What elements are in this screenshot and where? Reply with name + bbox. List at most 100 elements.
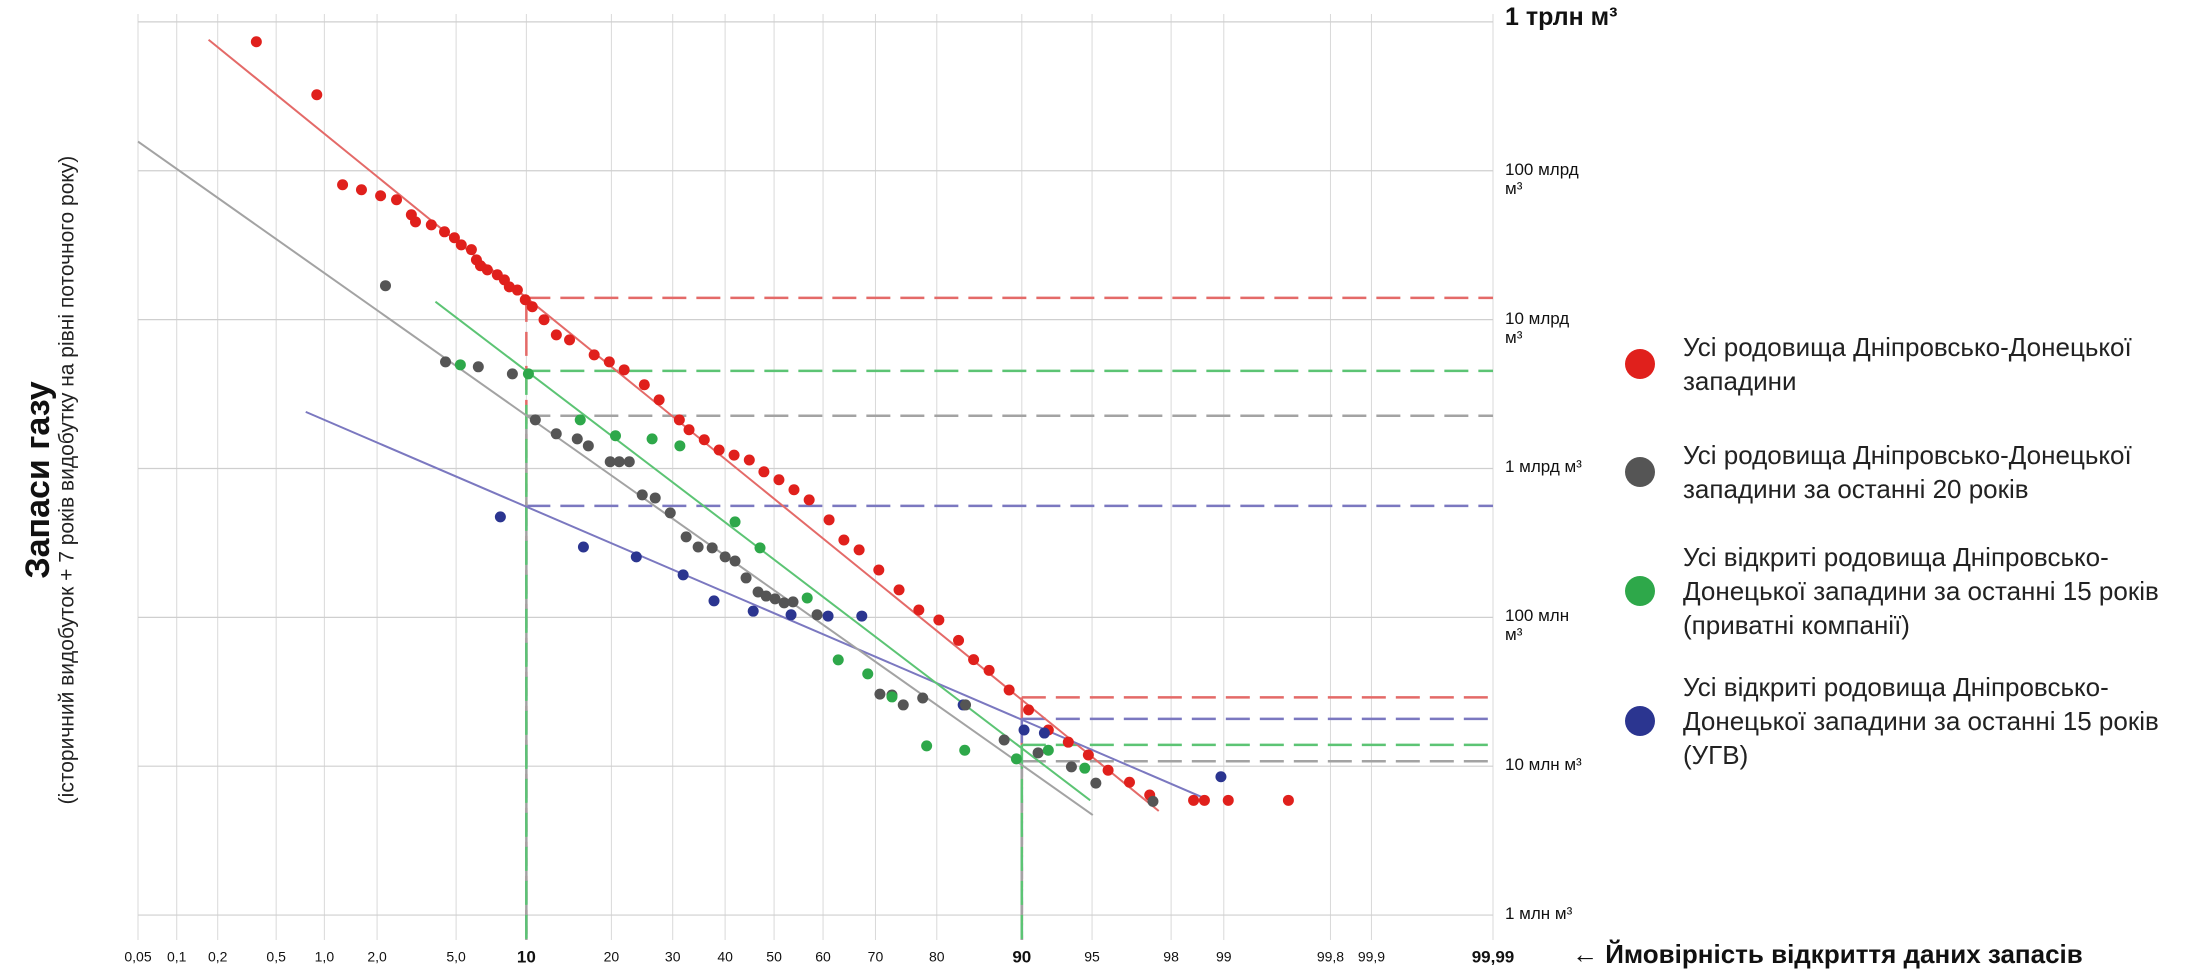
data-point bbox=[571, 433, 583, 445]
y-tick-label: 100 млрд м³ bbox=[1505, 159, 1579, 198]
data-point bbox=[649, 492, 661, 504]
data-point bbox=[773, 474, 785, 486]
legend-entry: Усі відкриті родовища Дніпровсько-Донець… bbox=[1625, 540, 2203, 642]
data-point bbox=[832, 654, 844, 666]
data-point bbox=[897, 699, 909, 711]
data-point bbox=[609, 430, 621, 442]
data-point bbox=[788, 484, 800, 496]
data-point bbox=[481, 264, 493, 276]
data-point bbox=[785, 609, 797, 621]
data-point bbox=[913, 604, 925, 616]
data-point bbox=[522, 368, 534, 380]
data-point bbox=[506, 368, 518, 380]
y-title: Запаси газу bbox=[19, 381, 57, 578]
data-point bbox=[1065, 761, 1077, 773]
data-point bbox=[465, 244, 477, 256]
data-point bbox=[519, 294, 531, 306]
points bbox=[250, 36, 1294, 807]
data-point bbox=[778, 597, 790, 609]
data-point bbox=[692, 541, 704, 553]
data-point bbox=[740, 572, 752, 584]
data-point bbox=[680, 531, 692, 543]
data-point bbox=[1003, 684, 1015, 696]
data-point bbox=[769, 593, 781, 605]
data-point bbox=[729, 555, 741, 567]
data-point bbox=[636, 489, 648, 501]
data-point bbox=[801, 592, 813, 604]
y-tick-label: 10 млрд м³ bbox=[1505, 308, 1570, 347]
data-point bbox=[998, 734, 1010, 746]
data-point bbox=[574, 414, 586, 426]
y-tick-label: 1 трлн м³ bbox=[1505, 2, 1618, 31]
data-point bbox=[577, 541, 589, 553]
data-point bbox=[455, 239, 467, 251]
data-point bbox=[1282, 794, 1294, 806]
data-point bbox=[893, 584, 905, 596]
data-point bbox=[1198, 794, 1210, 806]
legend-label: Усі відкриті родовища Дніпровсько-Донець… bbox=[1683, 542, 2159, 640]
data-point bbox=[311, 89, 323, 101]
data-point bbox=[698, 434, 710, 446]
data-point bbox=[337, 179, 349, 191]
data-point bbox=[673, 414, 685, 426]
data-point bbox=[564, 334, 576, 346]
data-point bbox=[983, 664, 995, 676]
data-point bbox=[953, 634, 965, 646]
data-point bbox=[706, 542, 718, 554]
data-point bbox=[529, 414, 541, 426]
data-point bbox=[664, 507, 676, 519]
x-tick-label: 40 bbox=[717, 949, 733, 965]
data-point bbox=[683, 424, 695, 436]
legend-entry: Усі родовища Дніпровсько-Донецької запад… bbox=[1625, 330, 2203, 398]
data-point bbox=[448, 232, 460, 244]
data-point bbox=[743, 454, 755, 466]
data-point bbox=[604, 456, 616, 468]
data-point bbox=[1082, 749, 1094, 761]
data-point bbox=[355, 184, 367, 196]
legend-entry: Усі відкриті родовища Дніпровсько-Донець… bbox=[1625, 670, 2203, 772]
data-point bbox=[917, 692, 929, 704]
data-point bbox=[472, 361, 484, 373]
data-point bbox=[1018, 724, 1030, 736]
data-point bbox=[494, 511, 506, 523]
x-tick-label: 0,5 bbox=[266, 949, 286, 965]
data-point bbox=[1010, 753, 1022, 765]
trend-line bbox=[137, 140, 1094, 816]
legend-label: Усі родовища Дніпровсько-Донецької запад… bbox=[1683, 332, 2132, 396]
data-point bbox=[853, 544, 865, 556]
data-point bbox=[623, 456, 635, 468]
data-point bbox=[538, 314, 550, 326]
data-point bbox=[638, 379, 650, 391]
x-tick-label: 99,9 bbox=[1358, 949, 1385, 965]
x-tick-label: 99 bbox=[1216, 949, 1232, 965]
legend-label: Усі родовища Дніпровсько-Донецької запад… bbox=[1683, 440, 2132, 504]
data-point bbox=[603, 356, 615, 368]
x-tick-label: 99,8 bbox=[1317, 949, 1344, 965]
data-point bbox=[618, 364, 630, 376]
x-tick-label: 2,0 bbox=[367, 949, 387, 965]
data-point bbox=[582, 440, 594, 452]
data-point bbox=[440, 356, 452, 368]
data-point bbox=[439, 226, 451, 238]
data-point bbox=[1102, 764, 1114, 776]
data-point bbox=[760, 590, 772, 602]
data-point bbox=[1023, 704, 1035, 716]
legend-swatch bbox=[1625, 576, 1655, 606]
x-tick-label: 1,0 bbox=[315, 949, 335, 965]
data-point bbox=[375, 190, 387, 202]
y-tick-label: 10 млн м³ bbox=[1505, 755, 1582, 775]
data-point bbox=[1090, 777, 1102, 789]
legend-entry: Усі родовища Дніпровсько-Донецької запад… bbox=[1625, 438, 2203, 506]
x-tick-label: 60 bbox=[815, 949, 831, 965]
x-tick-label: 5,0 bbox=[446, 949, 466, 965]
data-point bbox=[758, 466, 770, 478]
data-point bbox=[630, 551, 642, 563]
data-point bbox=[1079, 762, 1091, 774]
data-point bbox=[787, 596, 799, 608]
x-tick-label: 0,2 bbox=[208, 949, 228, 965]
data-point bbox=[803, 494, 815, 506]
reference-lines bbox=[525, 296, 1493, 940]
data-point bbox=[653, 394, 665, 406]
